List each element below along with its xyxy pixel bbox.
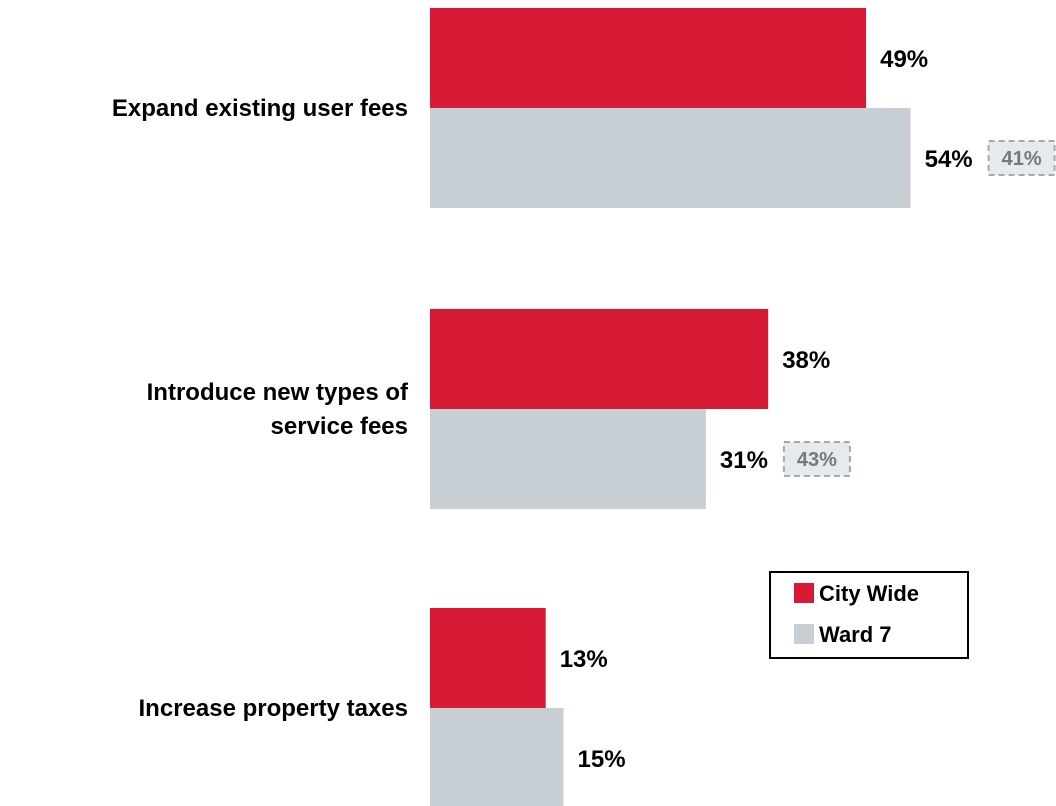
value-label: 13% <box>560 646 608 673</box>
bar-city-wide <box>430 8 867 108</box>
comparison-label: 41% <box>1002 148 1042 170</box>
category-label: service fees <box>271 413 408 440</box>
legend-label-ward-7: Ward 7 <box>819 622 892 647</box>
bar-ward-7 <box>430 409 706 509</box>
labels-layer: Expand existing user fees 49% 54% 41% Introd… <box>112 46 1056 773</box>
bar-ward-7 <box>430 708 564 806</box>
value-label: 31% <box>720 447 768 474</box>
bar-city-wide <box>430 309 769 409</box>
value-label: 38% <box>782 347 830 374</box>
comparison-box <box>987 140 1056 176</box>
legend-label-city-wide: City Wide <box>819 581 919 606</box>
legend-swatch-city-wide <box>794 583 814 603</box>
bar-ward-7 <box>430 108 911 208</box>
category-label: Introduce new types of <box>147 379 409 406</box>
legend-swatch-ward-7 <box>794 624 814 644</box>
bar-city-wide <box>430 608 546 708</box>
category-label: Expand existing user fees <box>112 95 408 122</box>
category-label: Increase property taxes <box>139 695 408 722</box>
comparison-box <box>782 441 851 477</box>
legend: City Wide Ward 7 <box>769 571 969 659</box>
value-label: 15% <box>578 746 626 773</box>
bars-layer <box>430 8 911 806</box>
comparison-label: 43% <box>797 449 837 471</box>
value-label: 54% <box>925 146 973 173</box>
value-label: 49% <box>880 46 928 73</box>
